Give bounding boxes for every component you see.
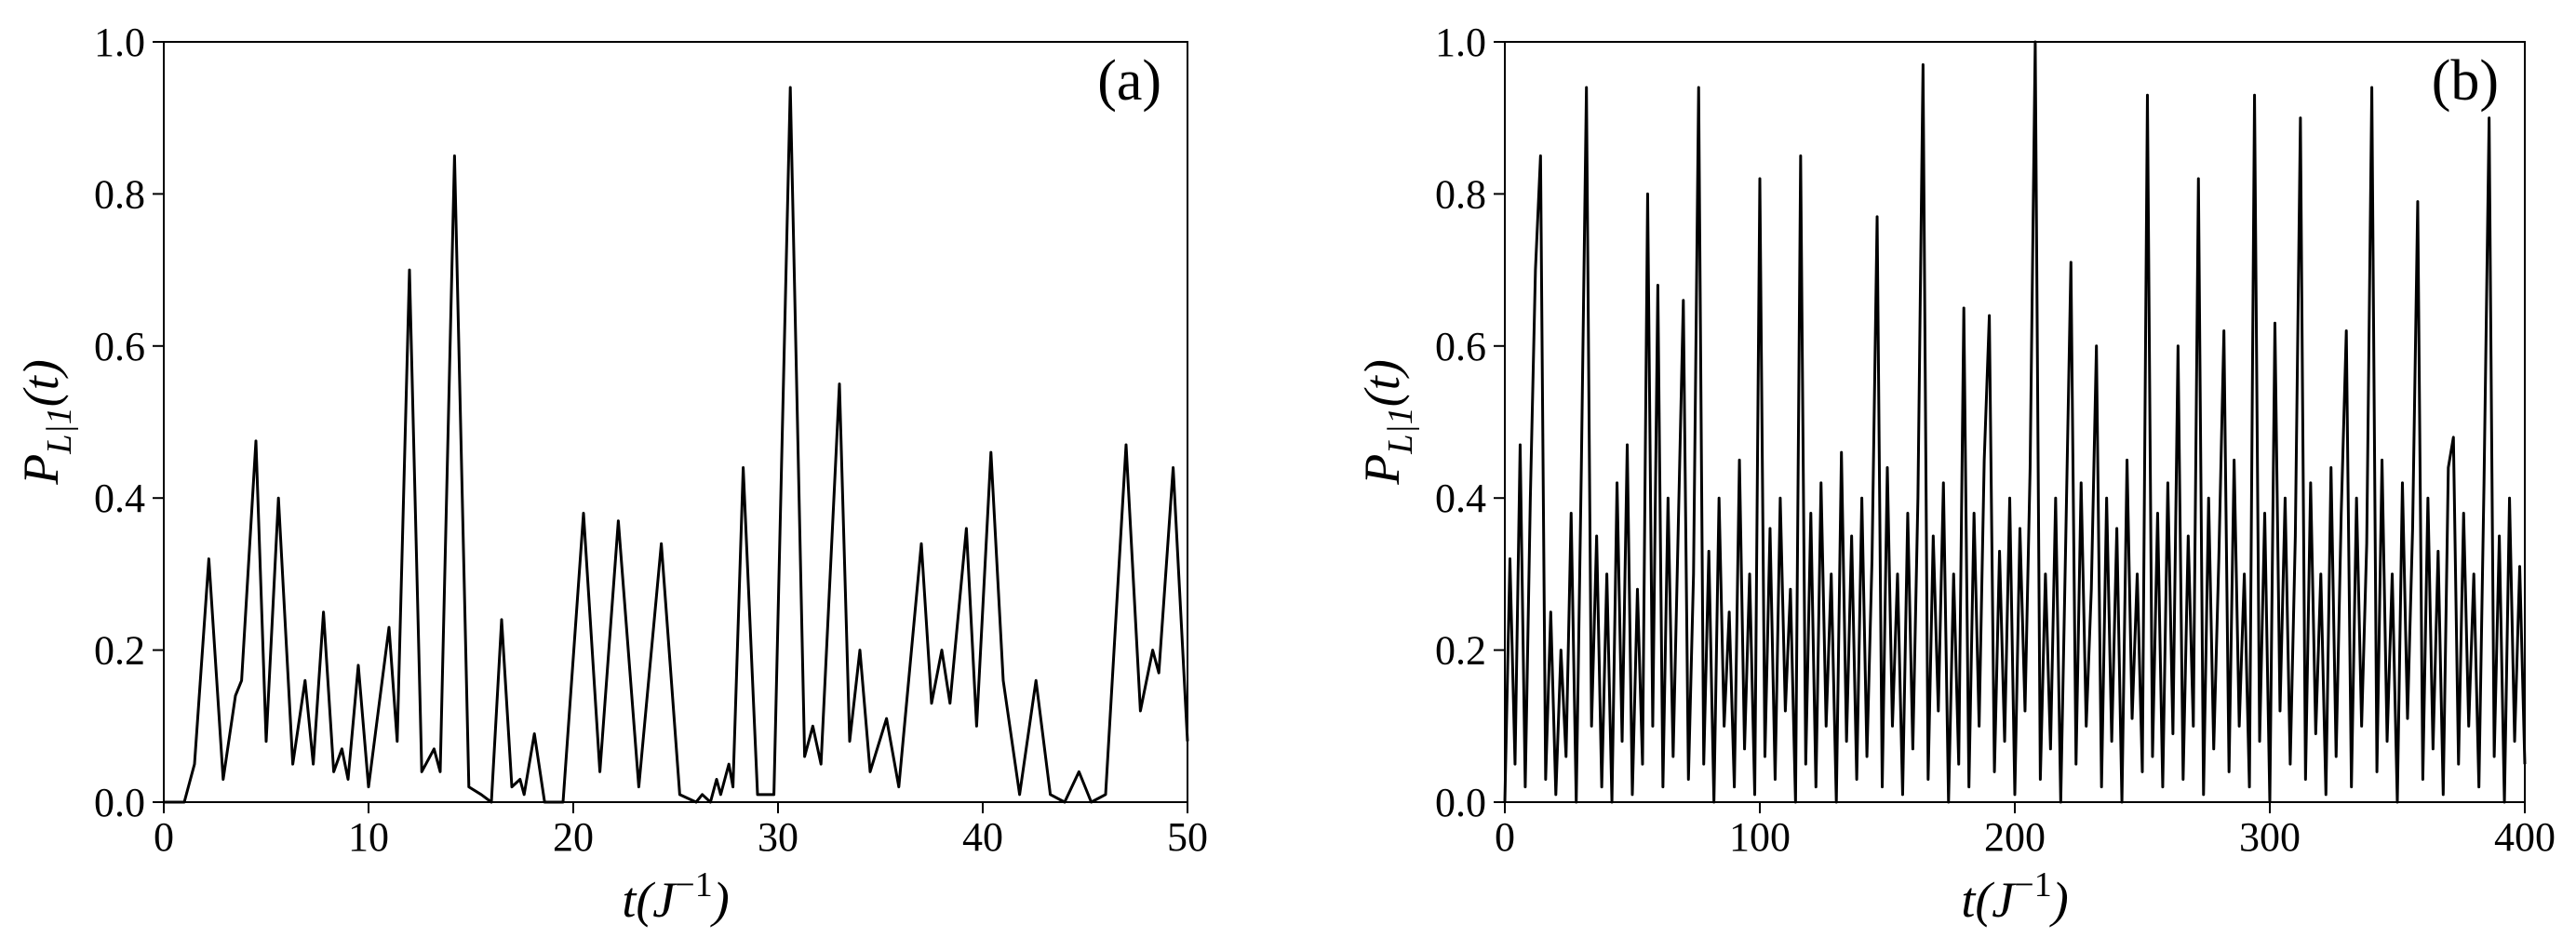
x-tick-label: 40 — [962, 814, 1003, 860]
y-label-main: P — [13, 454, 69, 486]
y-axis-label: PL|1(t) — [13, 359, 79, 486]
x-tick-label: 400 — [2494, 814, 2556, 860]
y-tick-label: 0.0 — [1435, 780, 1486, 825]
y-tick-label: 0.8 — [94, 171, 145, 217]
x-axis-label: t(J−1) — [622, 865, 729, 928]
y-tick-label: 0.8 — [1435, 171, 1486, 217]
x-tick-label: 30 — [758, 814, 798, 860]
y-tick-label: 0.2 — [1435, 628, 1486, 674]
y-tick-label: 0.4 — [94, 476, 145, 521]
axes-frame — [1504, 41, 2526, 803]
x-axis-label: t(J−1) — [1961, 865, 2068, 928]
x-tick-label: 0 — [1495, 814, 1515, 860]
panel-label: (a) — [1097, 49, 1161, 113]
x-label-main: t(J — [1961, 872, 2017, 928]
x-tick-label: 200 — [1984, 814, 2046, 860]
x-tick-label: 100 — [1729, 814, 1791, 860]
x-label-end: ) — [710, 872, 730, 928]
y-tick-label: 0.2 — [94, 628, 145, 674]
y-label-main: P — [1354, 454, 1410, 486]
x-label-main: t(J — [622, 872, 678, 928]
x-tick-label: 0 — [154, 814, 174, 860]
y-label-end: (t) — [1354, 359, 1410, 407]
line-series — [164, 86, 1189, 804]
y-label-sub: L|1 — [1381, 407, 1420, 455]
line-series — [1503, 40, 2527, 804]
x-tick-label: 20 — [553, 814, 594, 860]
x-tick-label: 10 — [348, 814, 389, 860]
y-label-end: (t) — [13, 359, 69, 407]
x-label-sup: −1 — [675, 865, 712, 904]
x-tick-label: 50 — [1167, 814, 1208, 860]
y-tick-label: 1.0 — [94, 20, 145, 65]
y-tick-label: 0.4 — [1435, 476, 1486, 521]
y-tick-label: 0.6 — [94, 324, 145, 369]
x-label-sup: −1 — [2014, 865, 2051, 904]
y-tick-label: 0.6 — [1435, 324, 1486, 369]
y-axis-label: PL|1(t) — [1354, 359, 1420, 486]
x-label-end: ) — [2049, 872, 2069, 928]
y-tick-label: 0.0 — [94, 780, 145, 825]
y-label-sub: L|1 — [40, 407, 79, 455]
x-tick-label: 300 — [2239, 814, 2301, 860]
panel-label: (b) — [2432, 49, 2499, 113]
y-tick-label: 1.0 — [1435, 20, 1486, 65]
axes-frame — [163, 41, 1188, 803]
